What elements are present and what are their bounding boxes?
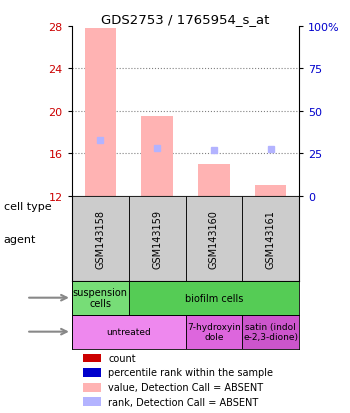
Bar (83, 383, 102, 392)
Bar (242, 196, 299, 281)
Bar (255, 186, 286, 196)
Text: GSM143160: GSM143160 (209, 209, 219, 268)
Text: cell type: cell type (4, 202, 51, 211)
Text: percentile rank within the sample: percentile rank within the sample (108, 368, 273, 377)
Title: GDS2753 / 1765954_s_at: GDS2753 / 1765954_s_at (101, 13, 270, 26)
Bar (129, 281, 299, 315)
Bar (198, 164, 230, 196)
Text: GSM143161: GSM143161 (266, 209, 276, 268)
Bar (72, 315, 186, 349)
Text: satin (indol
e-2,3-dione): satin (indol e-2,3-dione) (243, 322, 298, 342)
Bar (186, 196, 242, 281)
Bar (85, 29, 116, 196)
Text: rank, Detection Call = ABSENT: rank, Detection Call = ABSENT (108, 396, 258, 407)
Text: GSM143159: GSM143159 (152, 209, 162, 268)
Bar (72, 196, 129, 281)
Text: biofilm cells: biofilm cells (185, 293, 243, 303)
Text: GSM143158: GSM143158 (95, 209, 105, 268)
Text: agent: agent (4, 235, 36, 244)
Text: suspension
cells: suspension cells (73, 287, 128, 309)
Text: value, Detection Call = ABSENT: value, Detection Call = ABSENT (108, 382, 263, 392)
Text: 7-hydroxyin
dole: 7-hydroxyin dole (187, 322, 241, 342)
Bar (72, 281, 129, 315)
Bar (83, 354, 102, 363)
Bar (83, 368, 102, 377)
Bar (129, 196, 186, 281)
Text: count: count (108, 353, 136, 363)
Bar (186, 315, 242, 349)
Bar (141, 117, 173, 196)
Bar (242, 315, 299, 349)
Bar (83, 397, 102, 406)
Text: untreated: untreated (106, 328, 151, 336)
